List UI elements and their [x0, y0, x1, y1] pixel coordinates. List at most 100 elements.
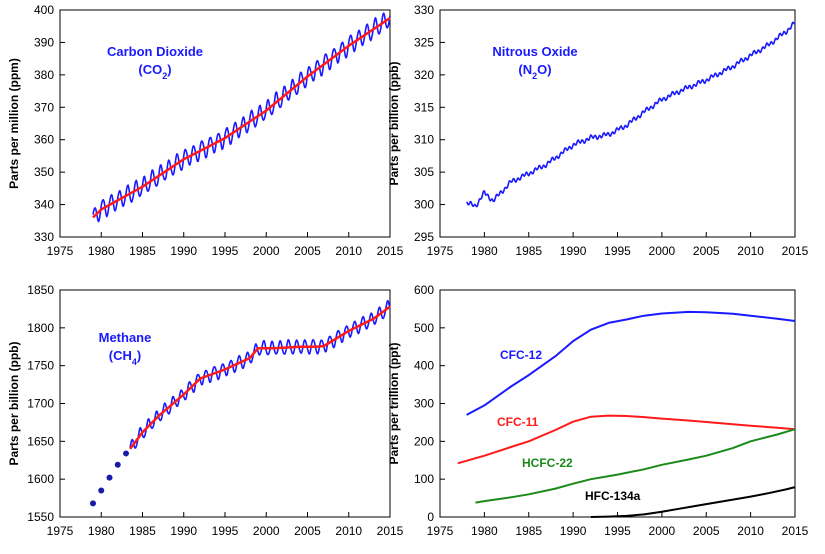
x-tick-label: 2005	[294, 524, 321, 538]
y-tick-label: 1750	[27, 359, 54, 373]
series-line-co2-monthly	[92, 12, 391, 223]
chart-panel-co2: 330 340 350 360 370 380 390 400 1975 1980 1985 1990…	[7, 3, 404, 258]
x-tick-label: 1975	[47, 524, 74, 538]
y-tick-label: 305	[414, 165, 434, 179]
y-tick-label: 200	[414, 434, 434, 448]
y-tick-label: 380	[34, 68, 54, 82]
series-line-ch4-monthly	[129, 299, 391, 449]
x-tick-label: 2010	[737, 244, 764, 258]
data-point	[106, 474, 113, 481]
formula-prefix: (CO	[138, 62, 162, 77]
formula-prefix: (N	[518, 62, 532, 77]
annotation-title: Carbon Dioxide	[107, 44, 203, 59]
formula-subscript: 2	[532, 71, 537, 81]
y-tick-label: 330	[34, 230, 54, 244]
x-tick-label: 1975	[47, 244, 74, 258]
x-tick-label: 1995	[212, 524, 239, 538]
series-line-n2o-monthly	[465, 21, 796, 208]
series-line-hfc-134a	[590, 486, 796, 518]
annotation-formula: (CH4)	[109, 348, 141, 367]
y-tick-label: 1650	[27, 434, 54, 448]
x-tick-label: 1990	[560, 524, 587, 538]
x-tick-label: 2000	[253, 244, 280, 258]
y-tick-label: 1600	[27, 472, 54, 486]
x-tick-label: 2000	[649, 524, 676, 538]
y-tick-label: 1850	[27, 283, 54, 297]
y-tick-label: 310	[414, 133, 434, 147]
x-tick-label: 1980	[471, 244, 498, 258]
data-point	[90, 500, 96, 507]
y-tick-label: 1550	[27, 510, 54, 524]
y-tick-label: 500	[414, 321, 434, 335]
plot-frame	[59, 289, 391, 518]
annotation-formula: (CO2)	[138, 62, 171, 81]
formula-subscript: 2	[162, 71, 167, 81]
x-tick-label: 2000	[253, 524, 280, 538]
x-tick-label: 1985	[129, 244, 156, 258]
y-tick-label: 295	[414, 230, 434, 244]
y-tick-label: 0	[427, 510, 434, 524]
series-line-cfc-11	[457, 414, 796, 465]
annotation-title: Nitrous Oxide	[492, 44, 577, 59]
series-line-co2-trend	[92, 17, 391, 219]
formula-suffix: O)	[537, 62, 551, 77]
y-tick-label: 320	[414, 68, 434, 82]
x-tick-label: 2005	[294, 244, 321, 258]
x-tick-label: 2015	[782, 244, 809, 258]
data-point	[98, 487, 105, 494]
plot-frame	[439, 289, 796, 518]
series-line-ch4-trend	[129, 305, 391, 450]
chart-panel-ch4: 1550 1600 1650 1700 1750 1800 1850 1975 1980 1985…	[7, 283, 404, 538]
formula-subscript: 4	[132, 357, 137, 367]
y-tick-label: 315	[414, 100, 434, 114]
x-tick-label: 2010	[737, 524, 764, 538]
y-axis-label: Parts per trillion (ppt)	[387, 342, 401, 464]
y-tick-label: 340	[34, 198, 54, 212]
x-tick-label: 1990	[560, 244, 587, 258]
series-line-hcfc-22	[475, 428, 796, 504]
y-axis-label: Parts per billion (ppb)	[387, 61, 401, 185]
annotation-formula: (N2O)	[518, 62, 551, 81]
x-tick-label: 2010	[335, 244, 362, 258]
annotation-title: Methane	[99, 330, 152, 345]
x-tick-label: 1995	[604, 244, 631, 258]
y-tick-label: 1700	[27, 397, 54, 411]
x-tick-label: 1985	[515, 524, 542, 538]
y-tick-label: 350	[34, 165, 54, 179]
y-tick-label: 400	[34, 3, 54, 17]
chart-panel-cfc: 0 100 200 300 400 500 600 1975 1980 1985 1990 1995 2…	[387, 283, 809, 538]
y-tick-label: 330	[414, 3, 434, 17]
x-tick-label: 2000	[649, 244, 676, 258]
y-tick-label: 325	[414, 35, 434, 49]
formula-suffix: )	[137, 348, 141, 363]
series-label: CFC-12	[500, 348, 542, 362]
x-tick-label: 1980	[471, 524, 498, 538]
y-axis-label: Parts per billion (ppb)	[7, 341, 21, 465]
y-tick-label: 300	[414, 397, 434, 411]
data-point	[123, 450, 129, 457]
x-tick-label: 2005	[693, 244, 720, 258]
y-tick-label: 370	[34, 100, 54, 114]
x-tick-label: 2015	[377, 244, 404, 258]
y-axis-label: Parts per million (ppm)	[7, 58, 21, 189]
chart-panel-n2o: 295 300 305 310 315 320 325 330 1975 1980 1985 1990…	[387, 3, 809, 258]
x-tick-label: 2005	[693, 524, 720, 538]
x-tick-label: 1990	[170, 244, 197, 258]
x-tick-label: 1975	[427, 524, 454, 538]
x-tick-label: 1985	[129, 524, 156, 538]
y-tick-label: 1800	[27, 321, 54, 335]
x-tick-label: 1975	[427, 244, 454, 258]
y-tick-label: 100	[414, 472, 434, 486]
x-tick-label: 1985	[515, 244, 542, 258]
y-tick-label: 390	[34, 35, 54, 49]
x-tick-label: 2015	[377, 524, 404, 538]
series-label: HCFC-22	[522, 456, 573, 470]
y-tick-label: 400	[414, 359, 434, 373]
x-tick-label: 1995	[604, 524, 631, 538]
y-tick-label: 600	[414, 283, 434, 297]
series-label: HFC-134a	[585, 489, 641, 503]
series-label: CFC-11	[497, 415, 539, 429]
x-tick-label: 2015	[782, 524, 809, 538]
formula-suffix: )	[167, 62, 171, 77]
